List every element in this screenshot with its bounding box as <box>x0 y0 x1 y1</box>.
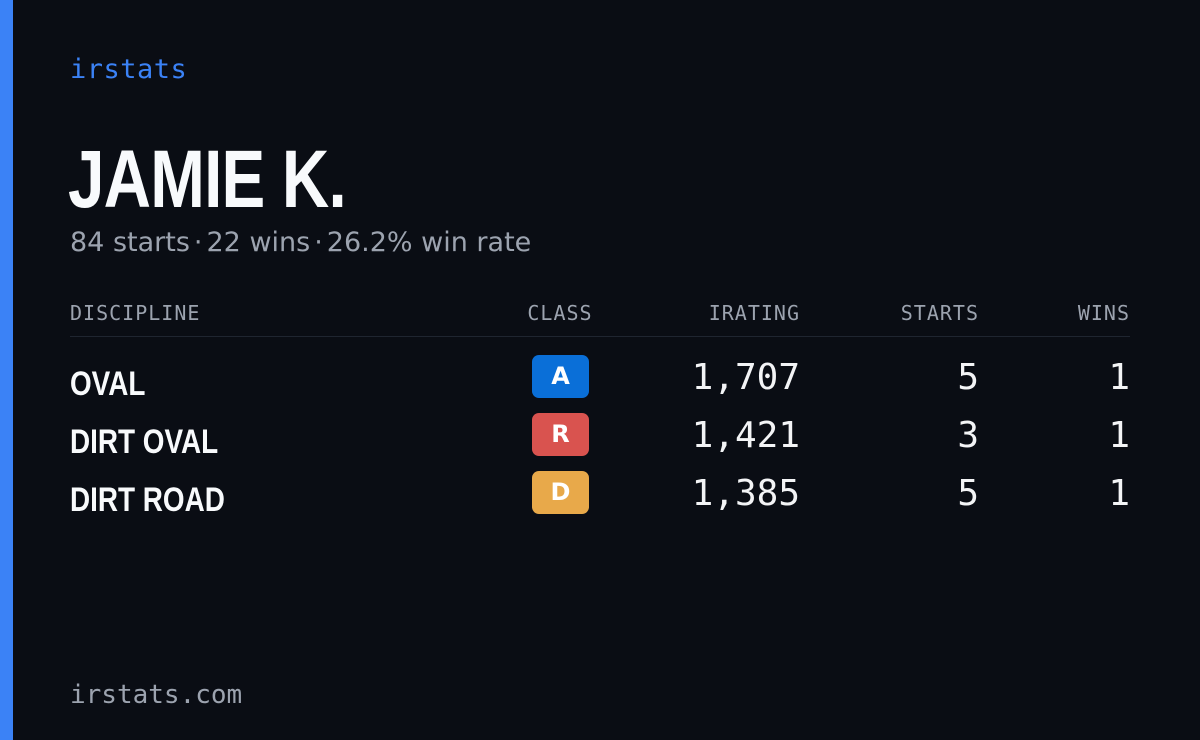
header-starts: STARTS <box>900 301 979 325</box>
header-irating: IRATING <box>708 301 800 325</box>
discipline-name: DIRT OVAL <box>70 423 219 461</box>
stats-table: DISCIPLINE CLASS IRATING STARTS WINS OVA… <box>70 296 1130 527</box>
irating-value: 1,421 <box>691 415 800 456</box>
starts-value: 3 <box>957 415 979 456</box>
table-row: DIRT OVAL R 1,421 3 1 <box>70 411 1130 469</box>
win-rate-summary: 26.2% win rate <box>326 227 532 258</box>
table-row: DIRT ROAD D 1,385 5 1 <box>70 469 1130 527</box>
brand-logo[interactable]: irstats <box>70 54 188 85</box>
table-row: OVAL A 1,707 5 1 <box>70 353 1130 411</box>
starts-value: 5 <box>957 473 979 514</box>
starts-value: 5 <box>957 357 979 398</box>
wins-value: 1 <box>1108 473 1130 514</box>
starts-summary: 84 starts <box>70 227 190 258</box>
driver-summary: 84 starts · 22 wins · 26.2% win rate <box>70 227 531 258</box>
irating-value: 1,707 <box>691 357 800 398</box>
discipline-name: DIRT ROAD <box>70 481 225 519</box>
table-header: DISCIPLINE CLASS IRATING STARTS WINS <box>70 296 1130 337</box>
class-badge: D <box>532 471 589 514</box>
discipline-name: OVAL <box>70 365 146 403</box>
wins-value: 1 <box>1108 415 1130 456</box>
accent-bar <box>0 0 13 740</box>
class-badge: R <box>532 413 589 456</box>
wins-value: 1 <box>1108 357 1130 398</box>
table-body: OVAL A 1,707 5 1 DIRT OVAL R 1,421 3 1 D… <box>70 337 1130 527</box>
separator: · <box>193 227 203 258</box>
header-discipline: DISCIPLINE <box>70 301 201 325</box>
separator: · <box>314 227 323 258</box>
driver-name: JAMIE K. <box>68 134 347 225</box>
wins-summary: 22 wins <box>206 227 311 258</box>
irating-value: 1,385 <box>691 473 800 514</box>
header-class: CLASS <box>527 301 593 325</box>
footer-url[interactable]: irstats.com <box>70 680 243 710</box>
class-badge: A <box>532 355 589 398</box>
header-wins: WINS <box>1077 301 1130 325</box>
